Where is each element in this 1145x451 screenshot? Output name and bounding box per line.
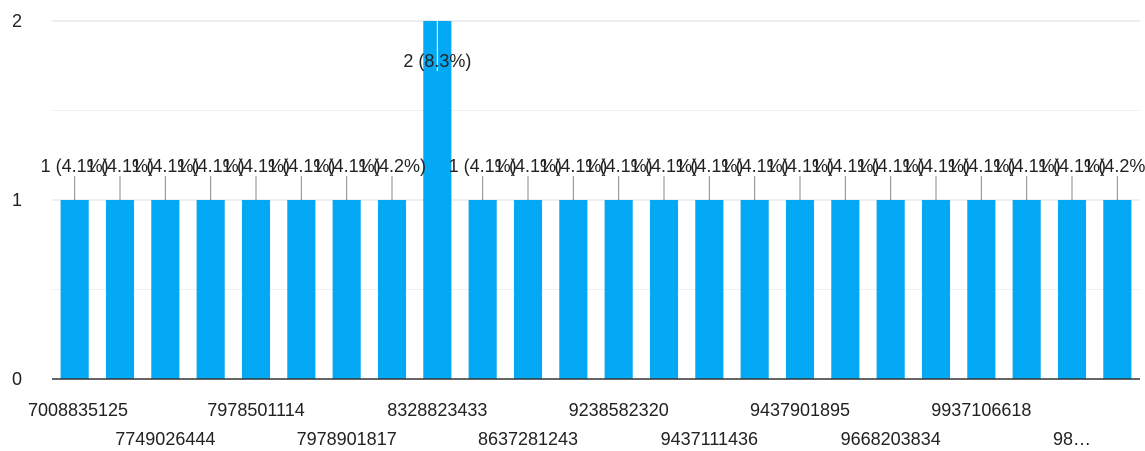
bar xyxy=(741,200,769,379)
bar xyxy=(423,21,451,379)
bar xyxy=(786,200,814,379)
data-labels: 1 (4.1%)1 (4.1%)1 (4.1%)1 (4.1%)1 (4.1%)… xyxy=(41,51,1145,176)
bar xyxy=(695,200,723,379)
x-tick-label: 7008835125 xyxy=(28,400,128,420)
x-tick-label: 7749026444 xyxy=(115,429,215,449)
bar xyxy=(1058,200,1086,379)
bar xyxy=(61,200,89,379)
bar xyxy=(287,200,315,379)
y-tick-label: 2 xyxy=(12,11,22,31)
bar xyxy=(514,200,542,379)
bar xyxy=(559,200,587,379)
data-label: 1 (4.2%) xyxy=(358,156,426,176)
x-tick-label: 9437901895 xyxy=(750,400,850,420)
x-tick-label: 9668203834 xyxy=(841,429,941,449)
data-label: 1 (4.2%) xyxy=(1083,156,1145,176)
bar xyxy=(650,200,678,379)
bar xyxy=(378,200,406,379)
y-axis: 0 1 2 xyxy=(12,11,22,389)
x-tick-label: 8637281243 xyxy=(478,429,578,449)
y-tick-label: 1 xyxy=(12,190,22,210)
bar xyxy=(967,200,995,379)
x-tick-label: 9238582320 xyxy=(569,400,669,420)
x-tick-label: 9937106618 xyxy=(931,400,1031,420)
x-tick-label: 7978901817 xyxy=(297,429,397,449)
bar xyxy=(1013,200,1041,379)
bar xyxy=(469,200,497,379)
bar xyxy=(333,200,361,379)
x-tick-label: 7978501114 xyxy=(207,400,304,420)
x-tick-label: 8328823433 xyxy=(387,400,487,420)
bar xyxy=(151,200,179,379)
x-axis: 7008835125 7749026444 7978501114 7978901817… xyxy=(28,379,1140,449)
bar xyxy=(1103,200,1131,379)
bar xyxy=(197,200,225,379)
y-tick-label: 0 xyxy=(12,369,22,389)
x-tick-label: 98… xyxy=(1053,429,1091,449)
x-tick-label: 9437111436 xyxy=(661,429,758,449)
data-label: 2 (8.3%) xyxy=(403,51,471,71)
bar xyxy=(877,200,905,379)
bar xyxy=(831,200,859,379)
bar xyxy=(242,200,270,379)
bar xyxy=(922,200,950,379)
bar xyxy=(106,200,134,379)
bar xyxy=(605,200,633,379)
